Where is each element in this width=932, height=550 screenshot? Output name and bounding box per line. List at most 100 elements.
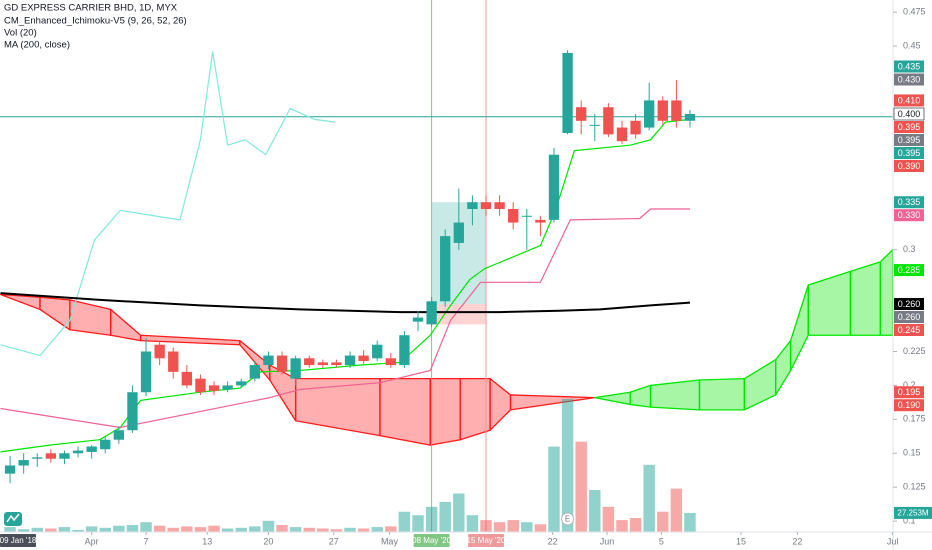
price-label-box — [894, 160, 924, 172]
earnings-label: E — [565, 515, 570, 524]
volume-bar — [629, 518, 642, 532]
candle-body — [671, 100, 682, 121]
price-label: 0.430 — [898, 74, 921, 84]
candle-body — [480, 202, 492, 209]
candle-body — [358, 355, 369, 361]
candle-body — [548, 154, 560, 220]
position-stop-zone — [431, 304, 487, 325]
candle-body — [86, 446, 97, 452]
candle-body — [304, 358, 315, 366]
price-label-box — [894, 386, 924, 399]
price-label-box — [894, 324, 924, 336]
price-label: 0.330 — [898, 210, 921, 220]
price-label: 0.395 — [898, 135, 921, 145]
candle-body — [59, 453, 70, 459]
candle-body — [385, 358, 396, 366]
volume-label: 27.253M — [897, 509, 928, 518]
candle-body — [344, 355, 356, 366]
x-tick-label: 22 — [548, 536, 558, 546]
volume-bar — [17, 529, 30, 532]
candle-body — [562, 52, 573, 133]
candle-body — [154, 344, 165, 359]
y-tick-label: 0.2 — [903, 380, 916, 390]
indicator-legend: CM_Enhanced_Ichimoku-V5 (9, 26, 52, 26) — [4, 16, 187, 27]
volume-bar — [548, 446, 560, 532]
x-tick-label: 5 — [659, 536, 664, 546]
volume-label-box — [894, 506, 932, 519]
price-label: 0.195 — [898, 387, 921, 397]
volume-bar — [657, 511, 669, 532]
candle-body — [18, 460, 29, 466]
volume-bar — [616, 520, 628, 532]
volume-bar — [453, 493, 465, 532]
x-tick-label: Jul — [887, 536, 899, 546]
candle-body — [589, 124, 600, 126]
volume-bar — [85, 526, 98, 532]
volume-bar — [72, 529, 84, 532]
volume-bar — [317, 528, 329, 532]
price-label: 0.285 — [898, 265, 921, 275]
volume-bar — [330, 529, 343, 532]
x-tick-label: 22 — [792, 536, 802, 546]
price-label-box — [894, 399, 924, 412]
price-label: 0.245 — [898, 325, 921, 335]
candle-body — [208, 385, 220, 391]
time-label-box — [413, 534, 450, 547]
x-tick-label: Apr — [85, 536, 99, 546]
candle-body — [181, 371, 193, 386]
price-label: 0.335 — [898, 197, 921, 207]
volume-bar — [140, 522, 152, 532]
cloud-segment — [649, 379, 701, 411]
volume-bar — [99, 527, 111, 532]
candle-body — [45, 453, 57, 459]
volume-bar — [575, 441, 587, 532]
y-tick-label: 0.125 — [903, 482, 926, 492]
price-label: 0.390 — [898, 161, 921, 171]
volume-bar — [45, 528, 57, 532]
candle-body — [372, 344, 383, 359]
price-label-box — [894, 60, 924, 73]
volume-bar — [167, 527, 179, 532]
cloud-segment — [379, 377, 431, 446]
candle-body — [113, 430, 125, 440]
price-label-box — [894, 311, 924, 323]
price-label: 0.395 — [898, 122, 921, 132]
volume-bar — [643, 464, 655, 532]
price-label-box — [894, 147, 924, 159]
candle-body — [222, 385, 233, 390]
candle-body — [440, 236, 451, 302]
indicator-legend: MA (200, close) — [4, 40, 70, 51]
candle-body — [576, 107, 587, 121]
candle-body — [453, 222, 464, 243]
price-label-box — [894, 264, 924, 277]
candle-body — [236, 381, 247, 386]
x-tick-label: 7 — [144, 536, 149, 546]
volume-bar — [602, 506, 615, 532]
candle-body — [249, 365, 260, 379]
price-label: 0.190 — [898, 400, 921, 410]
volume-bar — [249, 526, 261, 532]
candle-body — [684, 114, 696, 121]
candle-body — [32, 457, 43, 459]
header: GD EXPRESS CARRIER BHD, 1D, MYX CM_Enhan… — [4, 3, 187, 51]
volume-bar — [153, 525, 166, 532]
indicator-line — [0, 292, 691, 314]
price-label: 0.395 — [898, 148, 921, 158]
x-tick-label: 27 — [329, 536, 339, 546]
candle-body — [467, 202, 478, 209]
logo-icon — [6, 513, 20, 523]
time-label-box — [0, 534, 36, 547]
volume-bar — [4, 527, 16, 532]
volume-bar — [181, 526, 193, 532]
volume-bar — [357, 528, 370, 532]
candle-body — [535, 219, 546, 223]
time-label: 08 May '20 — [412, 536, 451, 545]
candle-body — [140, 351, 152, 393]
time-label: 15 May '20 — [467, 536, 506, 545]
volume-bar — [684, 512, 696, 532]
candle-body — [630, 120, 641, 135]
candle-body — [616, 127, 628, 142]
candle-body — [100, 439, 111, 450]
indicator-line — [0, 208, 690, 429]
